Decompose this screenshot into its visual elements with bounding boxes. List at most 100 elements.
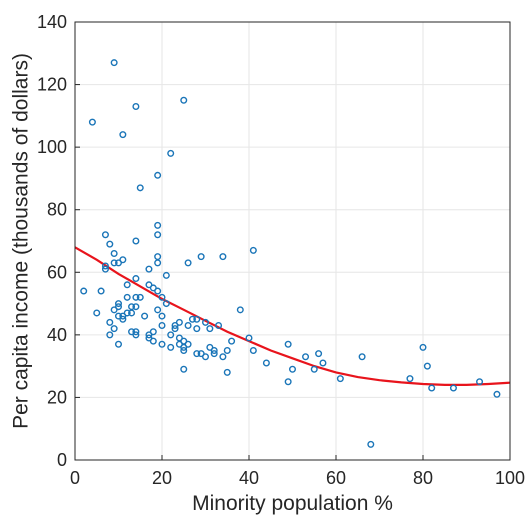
scatter-point: [149, 328, 157, 336]
y-tick-label: 20: [47, 387, 67, 407]
scatter-point: [154, 221, 162, 229]
scatter-point: [88, 118, 96, 126]
y-tick-label: 60: [47, 262, 67, 282]
scatter-point: [80, 287, 88, 295]
scatter-point: [336, 375, 344, 383]
scatter-point: [101, 262, 109, 270]
y-tick-label: 0: [57, 450, 67, 470]
scatter-point: [206, 325, 214, 333]
scatter-point: [184, 321, 192, 329]
scatter-point: [149, 337, 157, 345]
scatter-point: [132, 328, 140, 336]
scatter-point: [219, 253, 227, 261]
scatter-point: [93, 309, 101, 317]
x-axis-ticks: 0 20 40 60 80 100: [70, 455, 525, 488]
x-tick-label: 60: [326, 468, 346, 488]
scatter-point: [154, 287, 162, 295]
y-tick-label: 40: [47, 325, 67, 345]
scatter-point: [419, 343, 427, 351]
scatter-point: [449, 384, 457, 392]
scatter-point: [162, 300, 170, 308]
scatter-point: [223, 368, 231, 376]
scatter-point: [428, 384, 436, 392]
scatter-point: [228, 337, 236, 345]
scatter-point: [154, 306, 162, 314]
scatter-point: [97, 287, 105, 295]
scatter-point: [128, 309, 136, 317]
scatter-point: [132, 331, 140, 339]
scatter-point: [154, 253, 162, 261]
scatter-point: [132, 102, 140, 110]
x-tick-label: 0: [70, 468, 80, 488]
y-tick-label: 140: [37, 12, 67, 32]
scatter-point: [367, 440, 375, 448]
scatter-point: [197, 253, 205, 261]
scatter-point: [310, 365, 318, 373]
scatter-point: [262, 359, 270, 367]
y-axis-ticks: 0 20 40 60 80 100 120 140: [37, 12, 80, 470]
scatter-point: [167, 149, 175, 157]
scatter-point: [167, 331, 175, 339]
scatter-point: [180, 347, 188, 355]
scatter-point: [106, 331, 114, 339]
scatter-point: [158, 312, 166, 320]
y-tick-label: 120: [37, 75, 67, 95]
scatter-point: [141, 312, 149, 320]
y-axis-label: Per capita income (thousands of dollars): [10, 53, 33, 429]
data-points: [80, 59, 501, 448]
scatter-point: [162, 271, 170, 279]
scatter-point: [154, 259, 162, 267]
scatter-point: [319, 359, 327, 367]
scatter-point: [236, 306, 244, 314]
scatter-point: [110, 259, 118, 267]
scatter-point: [119, 256, 127, 264]
x-tick-label: 40: [239, 468, 259, 488]
scatter-point: [119, 315, 127, 323]
grid-lines: [74, 21, 511, 461]
scatter-point: [158, 293, 166, 301]
scatter-point: [193, 350, 201, 358]
scatter-point: [145, 265, 153, 273]
x-tick-label: 80: [413, 468, 433, 488]
scatter-point: [119, 131, 127, 139]
scatter-point: [315, 350, 323, 358]
x-axis-label: Minority population %: [192, 492, 393, 515]
scatter-point: [114, 303, 122, 311]
scatter-point: [123, 309, 131, 317]
scatter-point: [114, 340, 122, 348]
scatter-point: [423, 362, 431, 370]
scatter-point: [101, 265, 109, 273]
scatter-point: [132, 303, 140, 311]
scatter-point: [101, 231, 109, 239]
x-tick-label: 100: [495, 468, 525, 488]
y-tick-label: 80: [47, 200, 67, 220]
scatter-point: [158, 340, 166, 348]
scatter-point: [132, 275, 140, 283]
scatter-point: [132, 237, 140, 245]
scatter-point: [180, 96, 188, 104]
scatter-point: [193, 315, 201, 323]
scatter-point: [245, 334, 253, 342]
scatter-point: [136, 184, 144, 192]
scatter-point: [219, 353, 227, 361]
scatter-point: [132, 293, 140, 301]
scatter-point: [476, 378, 484, 386]
axes-box: [74, 21, 511, 461]
scatter-point: [184, 340, 192, 348]
scatter-point: [223, 347, 231, 355]
scatter-point: [406, 375, 414, 383]
fit-line: [74, 246, 511, 386]
scatter-point: [188, 315, 196, 323]
scatter-point: [180, 365, 188, 373]
scatter-point: [110, 250, 118, 258]
scatter-point: [284, 378, 292, 386]
scatter-point: [249, 246, 257, 254]
scatter-point: [302, 353, 310, 361]
scatter-point: [184, 259, 192, 267]
scatter-point: [106, 318, 114, 326]
scatter-point: [284, 340, 292, 348]
scatter-point: [358, 353, 366, 361]
scatter-point: [215, 321, 223, 329]
scatter-point: [493, 390, 501, 398]
